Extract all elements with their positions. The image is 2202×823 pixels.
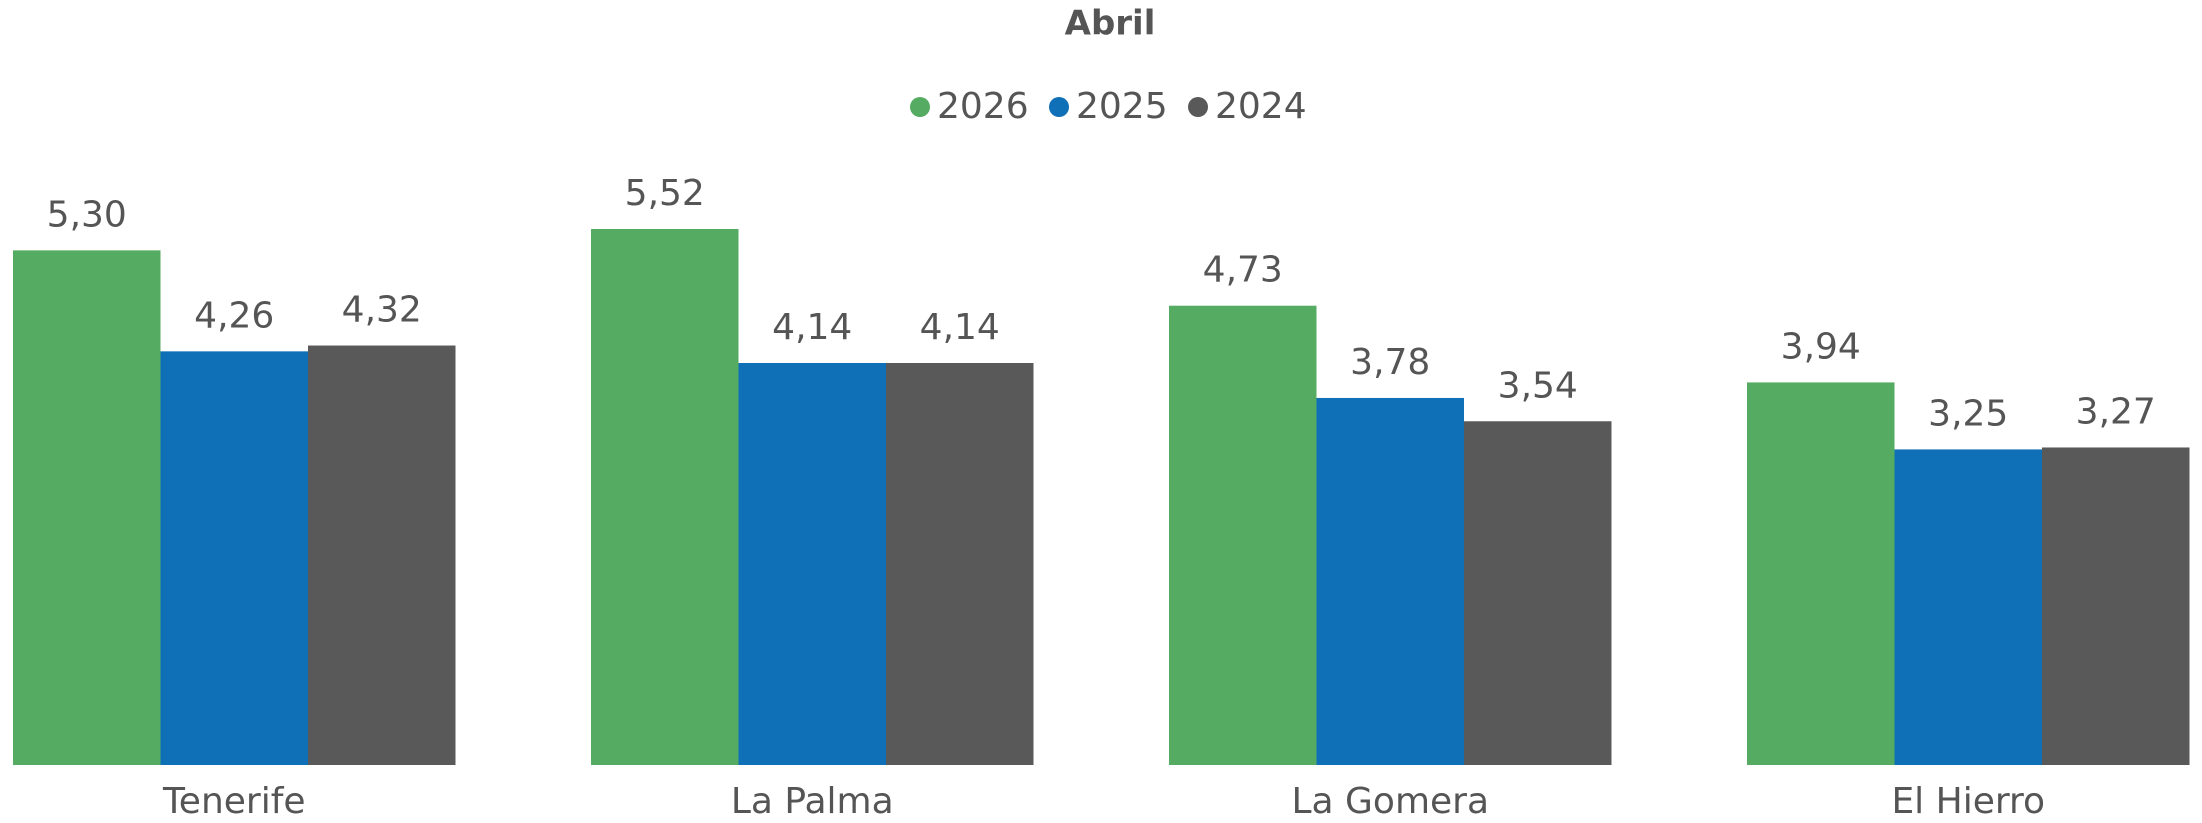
bar	[2042, 447, 2190, 765]
bar	[591, 229, 739, 765]
bar	[1464, 421, 1612, 765]
value-label: 3,27	[2076, 391, 2156, 432]
bar	[1316, 397, 1464, 765]
bar	[1169, 305, 1317, 765]
value-label: 4,32	[342, 290, 422, 331]
bar	[886, 363, 1034, 765]
x-tick-label: El Hierro	[1891, 781, 2045, 822]
x-tick-label: La Palma	[731, 781, 894, 822]
value-label: 4,14	[772, 307, 852, 348]
value-label: 4,26	[194, 295, 274, 336]
legend-marker	[1049, 97, 1069, 117]
x-tick-label: Tenerife	[162, 781, 306, 822]
chart-title: Abril	[1065, 4, 1156, 44]
value-label: 4,14	[920, 307, 1000, 348]
value-label: 5,52	[625, 173, 705, 214]
value-label: 4,73	[1203, 250, 1283, 291]
legend-label: 2024	[1215, 86, 1307, 127]
value-label: 3,78	[1350, 342, 1430, 383]
value-label: 5,30	[47, 194, 127, 235]
bar	[13, 250, 161, 766]
bar	[160, 351, 308, 765]
value-label: 3,25	[1928, 393, 2008, 434]
bar	[308, 345, 456, 765]
bar	[1747, 382, 1895, 765]
legend-marker	[910, 97, 930, 117]
bar	[738, 363, 886, 765]
x-tick-label: La Gomera	[1291, 781, 1489, 822]
legend-marker	[1188, 97, 1208, 117]
value-label: 3,94	[1781, 326, 1861, 367]
bar	[1894, 449, 2042, 765]
legend-label: 2026	[937, 86, 1029, 127]
value-label: 3,54	[1498, 365, 1578, 406]
legend-label: 2025	[1076, 86, 1168, 127]
